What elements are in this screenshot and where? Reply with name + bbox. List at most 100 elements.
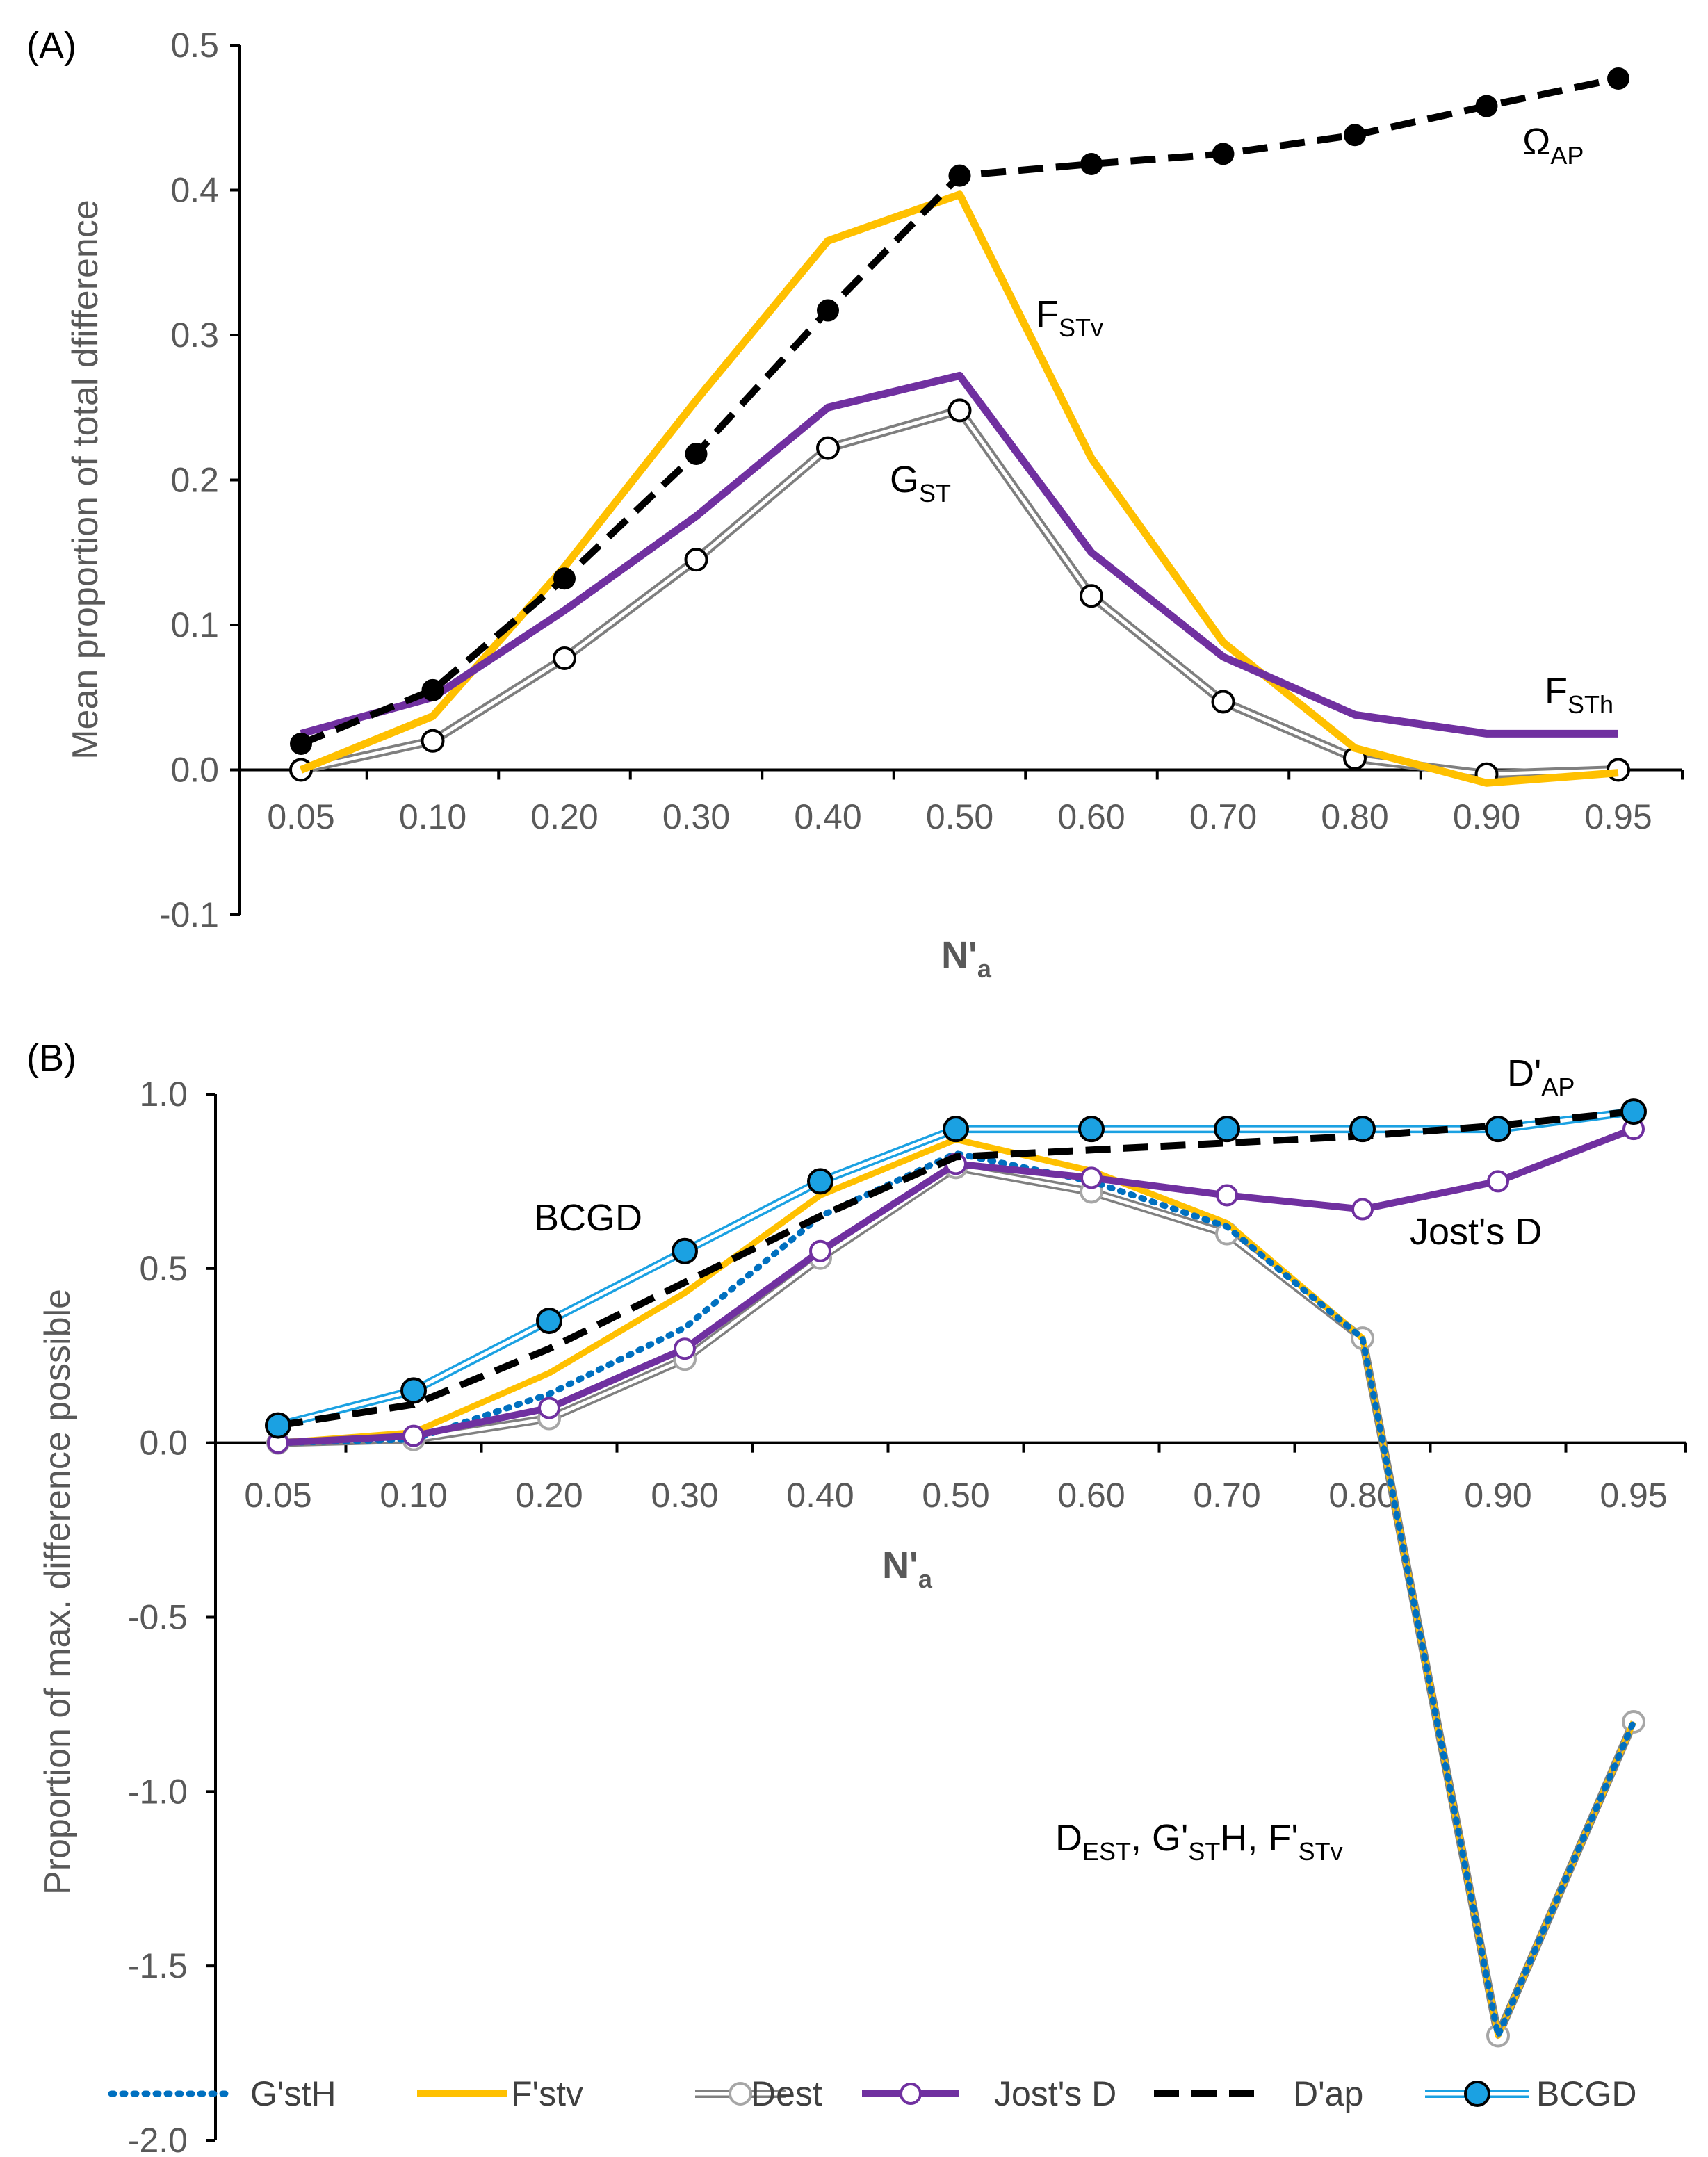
legend-marker-josts-d xyxy=(900,2083,922,2105)
josts-d-marker xyxy=(1216,1184,1238,1207)
panel-a-label: (A) xyxy=(26,25,76,67)
legend: G'stH F'stv Dest Jost's D D'ap BCGD xyxy=(108,2074,1636,2113)
gst-marker xyxy=(816,436,840,460)
annotation-fsth: FSTh xyxy=(1545,670,1613,719)
a-x-tick-label: 0.90 xyxy=(1453,797,1520,836)
ann-sub: EST xyxy=(1082,1837,1131,1866)
gst-marker xyxy=(1211,690,1235,714)
bcgd-marker xyxy=(672,1237,698,1264)
a-x-tick-label: 0.50 xyxy=(926,797,993,836)
panel-b-y-axis-title: Proportion of max. difference possible xyxy=(38,1289,78,1895)
bcgd-marker xyxy=(265,1412,291,1439)
bcgd-marker xyxy=(1620,1098,1647,1125)
legend-label: F'stv xyxy=(511,2074,583,2113)
b-x-tick-label: 0.50 xyxy=(922,1476,989,1515)
a-y-tick-label: 0.0 xyxy=(170,751,219,790)
ann-sub: ST xyxy=(919,479,951,507)
panel-a: (A) Mean proportion of total dfifference… xyxy=(26,25,1684,983)
bcgd-marker xyxy=(1214,1116,1240,1143)
panel-b-series xyxy=(265,1098,1647,2048)
panel-a-x-axis-title: N'a xyxy=(941,934,992,983)
gst-marker xyxy=(1080,584,1103,608)
ann-sub: STv xyxy=(1059,314,1103,342)
b-x-tick-label: 0.30 xyxy=(651,1476,718,1515)
omega-ap-marker xyxy=(1080,152,1103,175)
panel-a-series xyxy=(289,67,1630,787)
ann-sub: STh xyxy=(1568,690,1613,719)
omega-ap-marker xyxy=(421,678,444,701)
gst-marker xyxy=(684,548,708,572)
panel-b-x-axis-title: N'a xyxy=(882,1545,933,1593)
b-x-tick-label: 0.95 xyxy=(1600,1476,1667,1515)
b-x-tick-label: 0.40 xyxy=(786,1476,854,1515)
bcgd-marker xyxy=(1078,1116,1105,1143)
bcgd-marker xyxy=(400,1377,427,1404)
a-x-tick-label: 0.80 xyxy=(1321,797,1388,836)
bcgd-marker xyxy=(807,1168,833,1195)
line-gsth xyxy=(275,1150,1637,2046)
x-title-main: N' xyxy=(882,1545,918,1586)
ann-main: D xyxy=(1055,1817,1082,1859)
josts-d-marker xyxy=(1487,1170,1509,1193)
line-dap xyxy=(277,1108,1634,1429)
gst-marker xyxy=(947,398,972,423)
annotation-fstv: FSTv xyxy=(1036,293,1103,342)
a-y-tick-label: 0.3 xyxy=(170,316,219,355)
josts-d-marker xyxy=(1351,1198,1374,1221)
b-x-tick-label: 0.60 xyxy=(1057,1476,1125,1515)
omega-ap-marker xyxy=(1212,143,1235,165)
panel-b-label: (B) xyxy=(26,1037,76,1079)
line-fstv-prime xyxy=(277,1136,1637,2039)
ann-main: , G' xyxy=(1131,1817,1188,1859)
b-x-tick-label: 0.10 xyxy=(380,1476,447,1515)
annotation-dest-gsth-fstv: DEST, G'STH, F'STv xyxy=(1055,1817,1343,1866)
b-y-tick-label: 0.0 xyxy=(139,1424,188,1463)
b-y-tick-label: -0.5 xyxy=(128,1598,188,1637)
a-y-tick-label: 0.2 xyxy=(170,461,219,500)
josts-d-marker xyxy=(538,1397,560,1419)
b-x-tick-label: 0.05 xyxy=(244,1476,311,1515)
b-x-tick-label: 0.70 xyxy=(1193,1476,1260,1515)
line-fsth xyxy=(300,371,1618,738)
legend-marker-dest xyxy=(729,2082,752,2106)
line-gst-inner xyxy=(300,408,1619,776)
gst-marker xyxy=(421,729,445,753)
legend-label: G'stH xyxy=(250,2074,336,2113)
bcgd-marker xyxy=(1485,1116,1511,1143)
ann-sub: STv xyxy=(1299,1837,1343,1866)
omega-ap-marker xyxy=(1344,124,1366,147)
a-x-tick-label: 0.05 xyxy=(267,797,334,836)
b-x-tick-label: 0.20 xyxy=(515,1476,583,1515)
omega-ap-marker xyxy=(948,164,971,187)
ann-main: G xyxy=(890,459,919,500)
legend-label: BCGD xyxy=(1536,2074,1636,2113)
b-y-tick-label: 1.0 xyxy=(139,1075,188,1114)
a-x-tick-label: 0.20 xyxy=(530,797,598,836)
a-x-tick-label: 0.40 xyxy=(794,797,861,836)
a-y-tick-label: 0.1 xyxy=(170,605,219,644)
bcgd-marker xyxy=(943,1116,969,1143)
annotation-omega-ap: ΩAP xyxy=(1522,121,1584,170)
b-x-tick-label: 0.80 xyxy=(1328,1476,1396,1515)
josts-d-marker xyxy=(1080,1166,1103,1189)
ann-main: F xyxy=(1036,293,1059,335)
legend-label: Dest xyxy=(751,2074,822,2113)
x-title-sub: a xyxy=(918,1565,933,1593)
a-y-tick-label: 0.5 xyxy=(170,26,219,65)
a-x-tick-label: 0.70 xyxy=(1189,797,1257,836)
b-x-tick-label: 0.90 xyxy=(1464,1476,1531,1515)
legend-marker-bcgd xyxy=(1464,2081,1490,2107)
omega-ap-marker xyxy=(1607,67,1629,90)
panel-b-axes: -2.0 -1.5 -1.0 -0.5 0.0 0.5 1.0 0.05 0.10 0.20 0.3… xyxy=(128,1075,1687,2157)
ann-sub: AP xyxy=(1541,1073,1575,1101)
legend-label: D'ap xyxy=(1293,2074,1363,2113)
annotation-bcgd: BCGD xyxy=(534,1197,642,1239)
josts-d-marker xyxy=(674,1337,696,1360)
panel-a-y-axis-title: Mean proportion of total dfifference xyxy=(65,200,106,760)
josts-d-marker xyxy=(402,1424,425,1447)
annotation-gst: GST xyxy=(890,459,951,507)
panel-b: (B) Proportion of max. difference possib… xyxy=(26,1037,1687,2157)
b-y-tick-label: -1.5 xyxy=(128,1946,188,1985)
omega-ap-marker xyxy=(553,567,576,590)
